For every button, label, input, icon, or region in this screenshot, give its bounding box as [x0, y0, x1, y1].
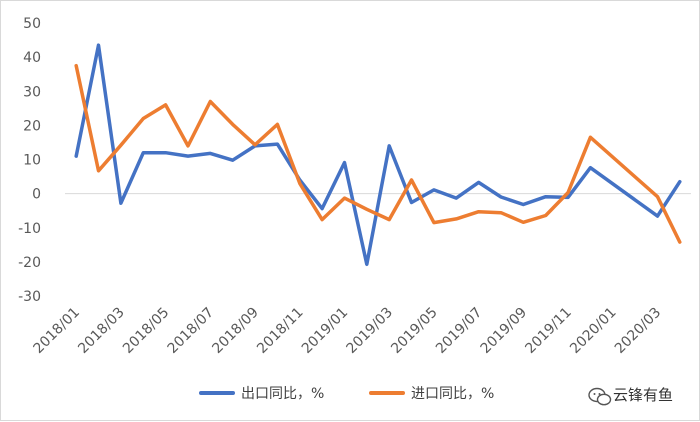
x-tick-label: 2018/11 [254, 305, 306, 357]
y-tick-label: 50 [23, 16, 41, 32]
x-tick-label: 2020/03 [612, 305, 664, 357]
x-tick-label: 2018/01 [31, 305, 83, 357]
y-tick-label: -10 [18, 221, 41, 237]
x-tick-label: 2019/07 [433, 305, 485, 357]
y-tick-label: 20 [23, 118, 41, 134]
x-tick-label: 2019/09 [478, 305, 530, 357]
y-tick-label: 0 [32, 187, 41, 203]
x-tick-label: 2019/11 [522, 305, 574, 357]
x-tick-label: 2018/09 [209, 305, 261, 357]
x-tick-label: 2019/03 [344, 305, 396, 357]
x-axis: 2018/012018/032018/052018/072018/092018/… [31, 305, 665, 357]
legend: 出口同比，% 进口同比，% [199, 386, 494, 402]
series-line-export [74, 43, 682, 267]
x-tick-label: 2020/01 [567, 305, 619, 357]
x-tick-label: 2018/05 [120, 305, 172, 357]
y-tick-label: 40 [23, 50, 41, 66]
y-axis: 50 40 30 20 10 0 -10 -20 -30 [18, 16, 41, 305]
y-tick-label: 10 [23, 153, 41, 169]
wechat-icon [588, 387, 612, 406]
legend-label-export: 出口同比，% [241, 386, 324, 402]
x-tick-label: 2018/03 [75, 305, 127, 357]
series-line-import [74, 63, 682, 244]
x-tick-label: 2018/07 [165, 305, 217, 357]
x-tick-label: 2019/01 [299, 305, 351, 357]
y-tick-label: -30 [18, 289, 41, 305]
plot-area [74, 43, 682, 267]
y-tick-label: -20 [18, 255, 41, 271]
watermark-text: 云锋有鱼 [613, 386, 673, 404]
y-tick-label: 30 [23, 84, 41, 100]
watermark: 云锋有鱼 [588, 386, 673, 406]
x-tick-label: 2019/05 [388, 305, 440, 357]
legend-label-import: 进口同比，% [411, 386, 494, 402]
